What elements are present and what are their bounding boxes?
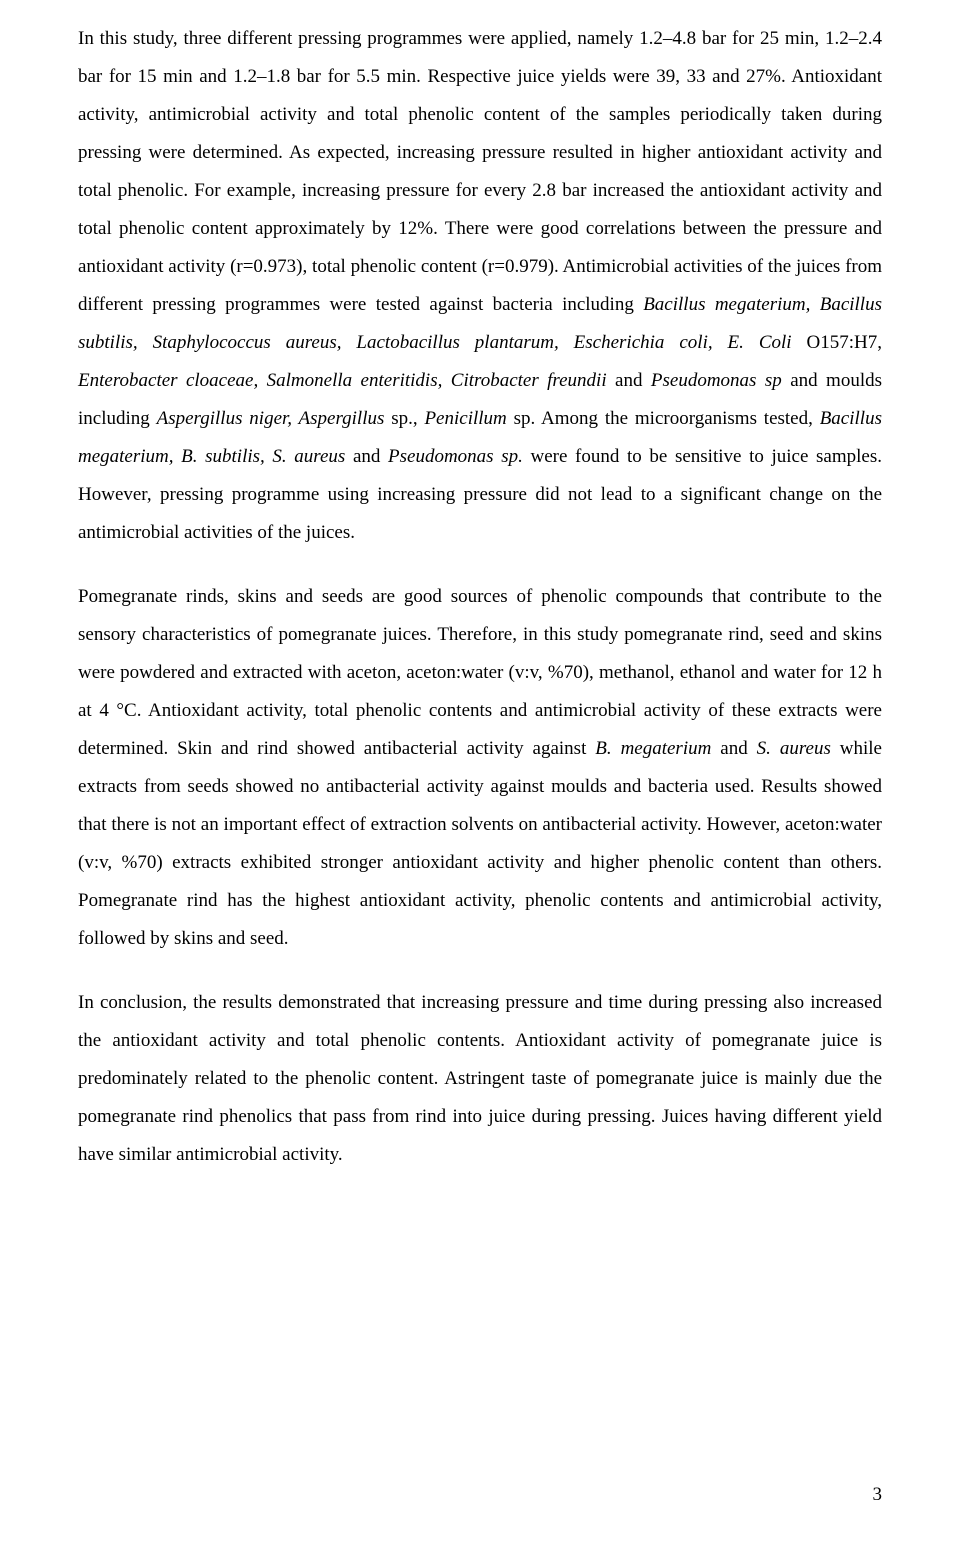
page-number: 3 <box>873 1476 883 1514</box>
paragraph-3: In conclusion, the results demonstrated … <box>78 984 882 1174</box>
text-run: O157:H7, <box>807 332 882 353</box>
italic-run: Pseudomonas sp. <box>388 446 530 467</box>
text-run: sp. Among the microorganisms tested, <box>514 408 820 429</box>
document-page: In this study, three different pressing … <box>0 0 960 1548</box>
italic-run: S. aureus <box>757 738 840 759</box>
paragraph-1: In this study, three different pressing … <box>78 20 882 552</box>
text-run: In conclusion, the results demonstrated … <box>78 992 882 1165</box>
text-run: and <box>720 738 756 759</box>
italic-run: Enterobacter cloaceae, Salmonella enteri… <box>78 370 615 391</box>
text-run: while extracts from seeds showed no anti… <box>78 738 882 949</box>
italic-run: B. megaterium <box>595 738 720 759</box>
paragraph-2: Pomegranate rinds, skins and seeds are g… <box>78 578 882 958</box>
italic-run: Penicillum <box>424 408 513 429</box>
italic-run: Aspergillus niger, Aspergillus <box>157 408 392 429</box>
text-run: Pomegranate rinds, skins and seeds are g… <box>78 586 882 759</box>
italic-run: Pseudomonas sp <box>651 370 790 391</box>
text-run: In this study, three different pressing … <box>78 28 882 315</box>
text-run: sp., <box>391 408 424 429</box>
text-run: and <box>353 446 388 467</box>
text-run: and <box>615 370 651 391</box>
